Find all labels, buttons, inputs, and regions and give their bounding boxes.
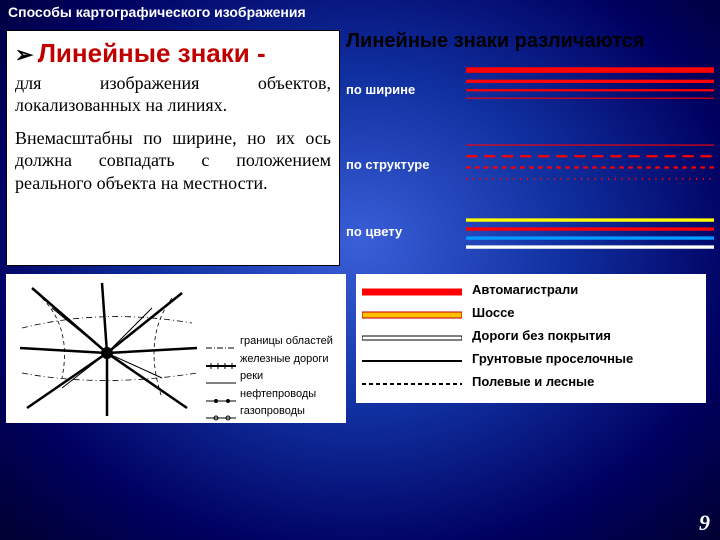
map-legend-row: железные дороги [206, 351, 333, 368]
map-example: границы областейжелезные дорогирекинефте… [6, 274, 346, 423]
category-structure: по структуре [346, 136, 714, 211]
color-lines [466, 211, 714, 256]
variations-panel: Линейные знаки различаются по ширине по … [346, 30, 714, 266]
label-color: по цвету [346, 224, 402, 239]
heading-linear-signs: Линейные знаки - [38, 38, 266, 68]
page-number: 9 [699, 510, 710, 536]
category-width: по ширине [346, 61, 714, 136]
structure-lines [466, 136, 714, 187]
label-structure: по структуре [346, 157, 429, 172]
definition-text-2: Внемасштабны по ширине, но их ось должна… [15, 127, 331, 195]
category-color: по цвету [346, 211, 714, 266]
map-mini-legend: границы областейжелезные дорогирекинефте… [206, 278, 333, 421]
map-legend-row: газопроводы [206, 403, 333, 420]
definition-text-1: для изображения объектов, локализованных… [15, 72, 331, 117]
width-lines [466, 61, 714, 112]
page-title: Способы картографического изображения [0, 0, 720, 30]
map-legend-row: реки [206, 368, 333, 385]
road-legend-row: Полевые и лесные [362, 374, 700, 389]
definition-box: ➢ Линейные знаки - для изображения объек… [6, 30, 340, 266]
variations-title: Линейные знаки различаются [346, 30, 714, 53]
map-legend-row: нефтепроводы [206, 386, 333, 403]
road-legend-row: Автомагистрали [362, 282, 700, 297]
map-legend-row: границы областей [206, 333, 333, 350]
label-width: по ширине [346, 82, 415, 97]
road-legend-row: Дороги без покрытия [362, 328, 700, 343]
road-legend-row: Шоссе [362, 305, 700, 320]
bullet-arrow: ➢ [15, 42, 33, 67]
map-graphic [12, 278, 202, 418]
road-legend: Автомагистрали Шоссе Дороги без покрытия Гр… [356, 274, 706, 403]
road-legend-row: Грунтовые проселочные [362, 351, 700, 366]
